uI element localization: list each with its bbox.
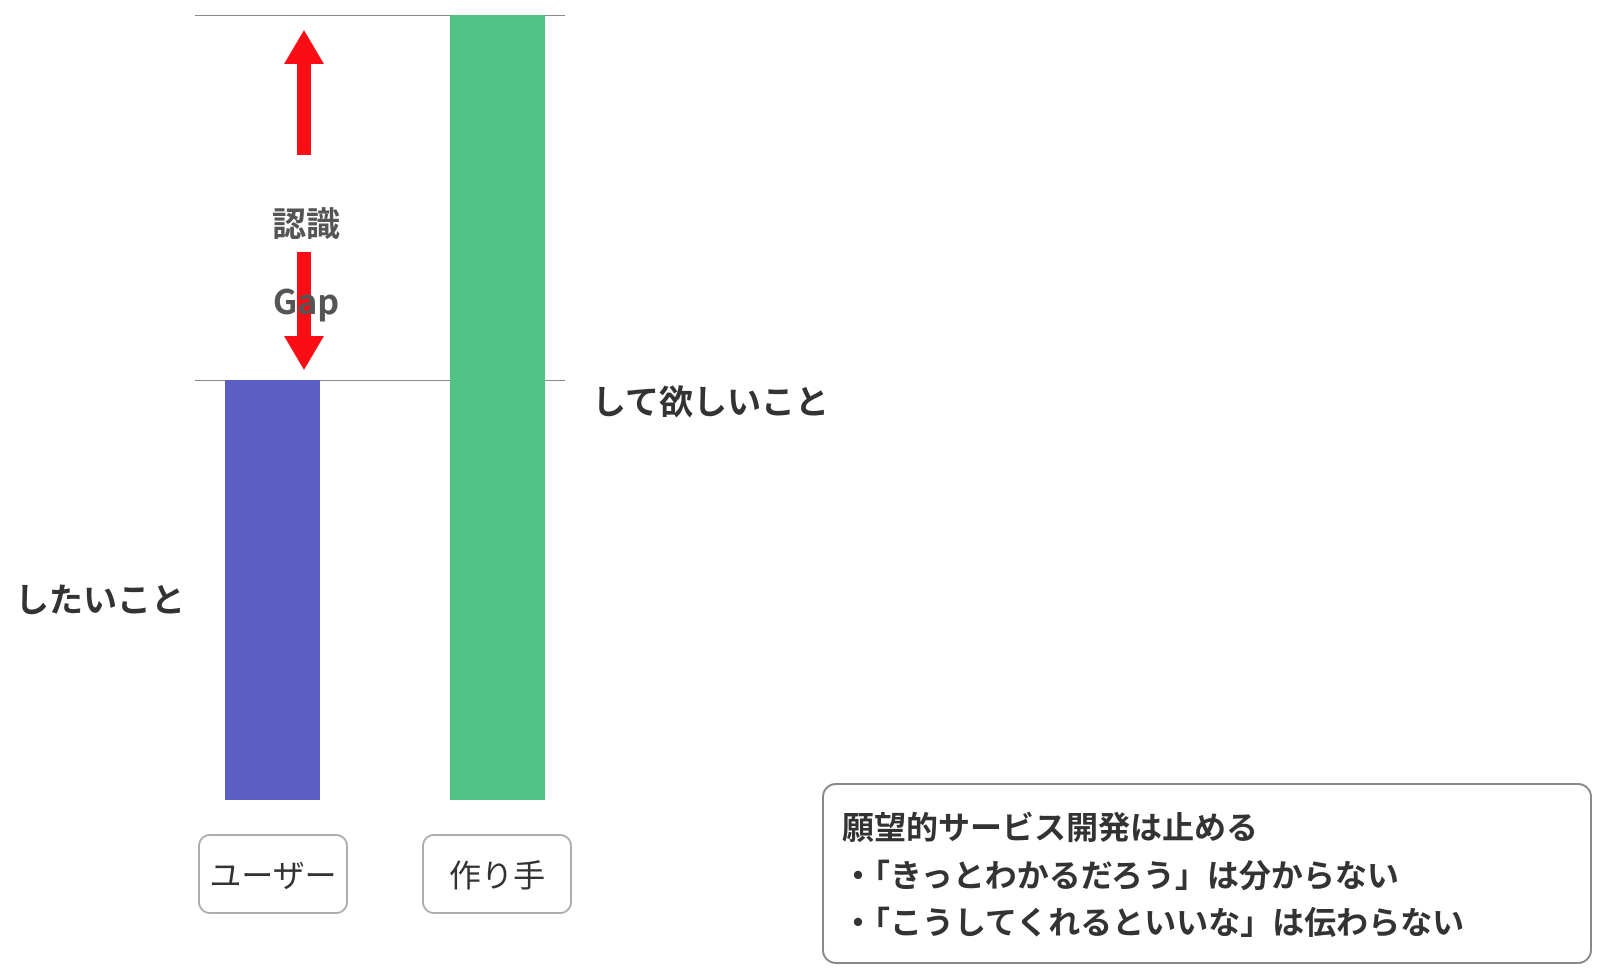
axis-label-user: ユーザー [198, 834, 348, 914]
gap-label: 認識 Gap [272, 163, 340, 358]
label-maker-want: して欲しいこと [592, 375, 829, 424]
bar-maker [450, 15, 545, 800]
axis-label-user-text: ユーザー [209, 851, 336, 897]
gap-label-line1: 認識 [272, 202, 340, 241]
callout-box: 願望的サービス開発は止める 「きっとわかるだろう」は分からない「こうしてくれると… [822, 783, 1592, 964]
callout-bullet: 「きっとわかるだろう」は分からない [842, 851, 1572, 897]
callout-title: 願望的サービス開発は止める [842, 803, 1572, 849]
callout-bullet: 「こうしてくれるといいな」は伝わらない [842, 898, 1572, 944]
gap-arrow-up-icon [284, 30, 324, 155]
label-user-want: したいこと [15, 573, 185, 622]
axis-label-maker: 作り手 [422, 834, 572, 914]
bar-user [225, 380, 320, 800]
gap-label-line2: Gap [272, 280, 340, 319]
callout-list: 「きっとわかるだろう」は分からない「こうしてくれるといいな」は伝わらない [842, 851, 1572, 944]
axis-label-maker-text: 作り手 [449, 851, 545, 897]
